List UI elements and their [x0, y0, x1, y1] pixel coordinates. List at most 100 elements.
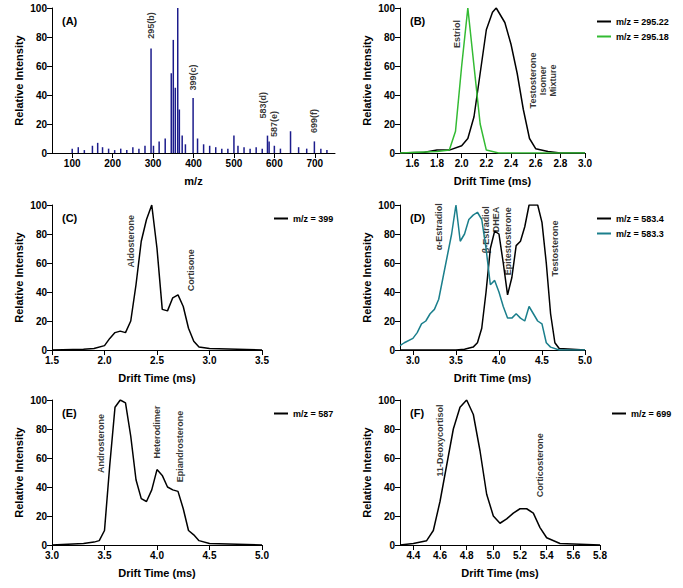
svg-text:α-Estradiol: α-Estradiol [434, 203, 444, 250]
svg-text:3.5: 3.5 [98, 550, 112, 561]
svg-text:2.4: 2.4 [504, 158, 518, 169]
svg-text:(A): (A) [62, 15, 78, 27]
svg-text:80: 80 [36, 424, 48, 435]
svg-text:400: 400 [185, 158, 202, 169]
svg-text:1.6: 1.6 [405, 158, 419, 169]
svg-text:40: 40 [36, 482, 48, 493]
svg-text:60: 60 [36, 258, 48, 269]
svg-text:20: 20 [384, 511, 396, 522]
svg-text:m/z = 295.18: m/z = 295.18 [616, 32, 669, 42]
svg-text:100: 100 [378, 200, 395, 211]
svg-text:583(d): 583(d) [258, 92, 268, 119]
svg-text:100: 100 [30, 200, 47, 211]
svg-text:20: 20 [36, 511, 48, 522]
svg-text:m/z = 583.4: m/z = 583.4 [616, 214, 664, 224]
svg-text:5.0: 5.0 [255, 550, 269, 561]
svg-text:20: 20 [36, 316, 48, 327]
svg-text:3.0: 3.0 [45, 550, 59, 561]
svg-text:m/z = 399: m/z = 399 [293, 214, 333, 224]
svg-text:Androsterone: Androsterone [96, 414, 106, 473]
svg-text:80: 80 [36, 32, 48, 43]
svg-text:500: 500 [226, 158, 243, 169]
svg-text:399(c): 399(c) [188, 65, 198, 91]
svg-text:80: 80 [384, 229, 396, 240]
svg-text:Drift Time (ms): Drift Time (ms) [454, 175, 532, 187]
svg-text:200: 200 [104, 158, 121, 169]
svg-text:Testosterone: Testosterone [528, 53, 538, 109]
svg-text:3.0: 3.0 [203, 355, 217, 366]
svg-text:(B): (B) [410, 15, 426, 27]
svg-text:Relative Intensity: Relative Intensity [13, 231, 25, 322]
svg-text:Drift Time (ms): Drift Time (ms) [461, 567, 539, 579]
svg-text:m/z: m/z [184, 175, 203, 187]
svg-text:2.8: 2.8 [553, 158, 567, 169]
svg-text:0: 0 [389, 540, 395, 551]
svg-text:20: 20 [384, 316, 396, 327]
svg-text:4.5: 4.5 [535, 355, 549, 366]
svg-text:0: 0 [389, 148, 395, 159]
svg-text:Drift Time (ms): Drift Time (ms) [118, 372, 196, 384]
svg-text:5.2: 5.2 [513, 550, 527, 561]
svg-text:20: 20 [384, 119, 396, 130]
svg-text:Relative Intensity: Relative Intensity [13, 426, 25, 517]
svg-text:Mixture: Mixture [548, 64, 558, 96]
svg-text:5.8: 5.8 [593, 550, 607, 561]
svg-text:(D): (D) [410, 212, 426, 224]
svg-text:0: 0 [389, 345, 395, 356]
svg-text:295(b): 295(b) [146, 12, 156, 39]
svg-text:5.4: 5.4 [540, 550, 554, 561]
svg-text:5.0: 5.0 [578, 355, 592, 366]
svg-text:100: 100 [64, 158, 81, 169]
svg-text:(F): (F) [410, 407, 424, 419]
svg-text:40: 40 [384, 90, 396, 101]
svg-text:300: 300 [145, 158, 162, 169]
svg-text:2.6: 2.6 [529, 158, 543, 169]
svg-text:Heterodimer: Heterodimer [152, 405, 162, 459]
svg-text:40: 40 [384, 287, 396, 298]
svg-text:Isomer: Isomer [538, 65, 548, 95]
svg-text:600: 600 [266, 158, 283, 169]
svg-text:60: 60 [36, 61, 48, 72]
svg-text:Relative Intensity: Relative Intensity [13, 34, 25, 125]
svg-text:5.6: 5.6 [566, 550, 580, 561]
svg-text:1.8: 1.8 [430, 158, 444, 169]
svg-text:4.0: 4.0 [150, 550, 164, 561]
svg-text:587(e): 587(e) [269, 111, 279, 137]
svg-text:Aldosterone: Aldosterone [126, 215, 136, 268]
svg-text:4.0: 4.0 [492, 355, 506, 366]
svg-text:11-Deoxycortisol: 11-Deoxycortisol [435, 405, 445, 477]
svg-text:Drift Time (ms): Drift Time (ms) [454, 372, 532, 384]
svg-text:Corticosterone: Corticosterone [535, 433, 545, 497]
svg-text:60: 60 [384, 453, 396, 464]
svg-text:100: 100 [30, 3, 47, 14]
svg-text:4.6: 4.6 [433, 550, 447, 561]
svg-text:4.4: 4.4 [406, 550, 420, 561]
svg-text:m/z = 587: m/z = 587 [293, 409, 333, 419]
svg-text:3.0: 3.0 [578, 158, 592, 169]
svg-text:40: 40 [36, 287, 48, 298]
svg-text:(E): (E) [62, 407, 77, 419]
svg-text:80: 80 [384, 424, 396, 435]
svg-text:Cortisone: Cortisone [186, 249, 196, 291]
svg-text:80: 80 [384, 32, 396, 43]
svg-text:40: 40 [384, 482, 396, 493]
svg-text:m/z = 295.22: m/z = 295.22 [616, 17, 669, 27]
svg-text:2.0: 2.0 [98, 355, 112, 366]
svg-text:60: 60 [384, 61, 396, 72]
svg-text:Relative Intensity: Relative Intensity [361, 231, 373, 322]
svg-text:80: 80 [36, 229, 48, 240]
svg-text:1.5: 1.5 [45, 355, 59, 366]
svg-text:700: 700 [306, 158, 323, 169]
svg-text:Relative Intensity: Relative Intensity [361, 426, 373, 517]
svg-text:40: 40 [36, 90, 48, 101]
svg-text:2.5: 2.5 [150, 355, 164, 366]
svg-text:DHEA: DHEA [491, 206, 501, 232]
svg-text:4.8: 4.8 [460, 550, 474, 561]
svg-text:100: 100 [30, 395, 47, 406]
svg-text:60: 60 [36, 453, 48, 464]
svg-text:2.0: 2.0 [455, 158, 469, 169]
svg-text:Estriol: Estriol [452, 20, 462, 48]
svg-text:3.5: 3.5 [449, 355, 463, 366]
svg-text:3.5: 3.5 [255, 355, 269, 366]
svg-text:699(f): 699(f) [309, 109, 319, 133]
